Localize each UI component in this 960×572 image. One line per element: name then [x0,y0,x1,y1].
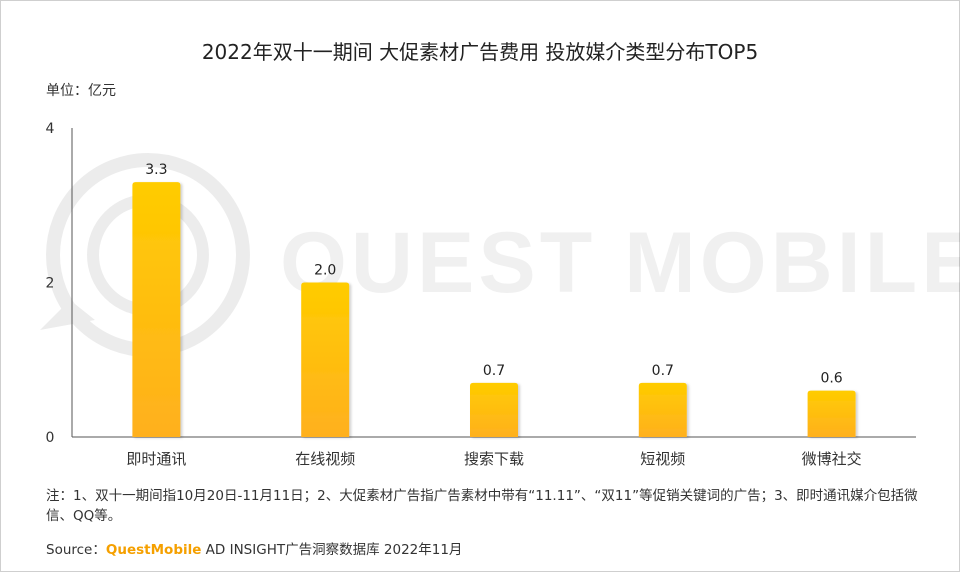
x-tick-label: 微博社交 [802,450,862,468]
bar-5 [807,390,856,437]
source-text: AD INSIGHT广告洞察数据库 2022年11月 [201,542,463,558]
source-prefix: Source： [46,542,106,558]
bar-1 [132,182,181,437]
bar-2 [301,282,350,437]
y-tick-label: 4 [46,121,55,137]
source-line: Source：QuestMobile AD INSIGHT广告洞察数据库 202… [46,538,462,558]
footnote: 注：1、双十一期间指10月20日-11月11日；2、大促素材广告指广告素材中带有… [46,488,918,524]
unit-label: 单位：亿元 [46,83,116,99]
x-tick-label: 短视频 [640,450,685,468]
data-label: 2.0 [314,263,336,279]
x-tick-label: 即时通讯 [126,450,186,468]
bar-4 [638,382,687,437]
watermark-text: QUEST MOBILE [280,215,960,311]
x-tick-label: 搜索下载 [464,450,524,468]
data-label: 3.3 [145,162,167,178]
chart-title: 2022年双十一期间 大促素材广告费用 投放媒介类型分布TOP5 [201,40,759,64]
data-label: 0.7 [652,363,674,379]
y-tick-label: 0 [46,430,55,446]
source-brand: QuestMobile [105,542,202,558]
data-label: 0.6 [820,371,842,387]
bar-3 [470,382,518,437]
x-tick-label: 在线视频 [295,450,355,468]
y-tick-label: 2 [46,276,55,292]
data-label: 0.7 [483,363,505,379]
